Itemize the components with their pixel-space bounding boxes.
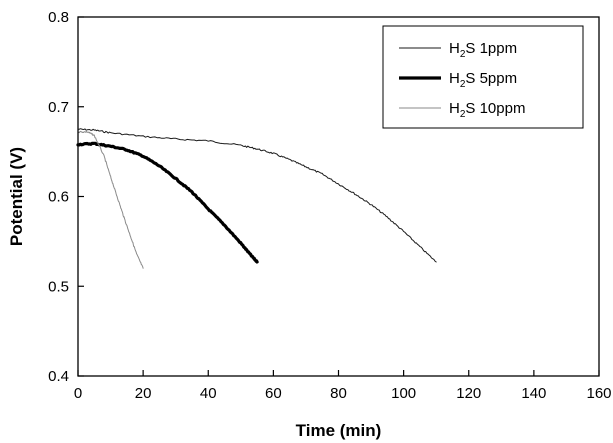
x-tick-label: 40	[200, 385, 217, 402]
x-axis-title: Time (min)	[296, 421, 382, 440]
series-line-2	[76, 141, 259, 264]
x-tick-label: 20	[135, 385, 152, 402]
x-tick-label: 80	[330, 385, 347, 402]
x-tick-label: 120	[456, 385, 481, 402]
y-tick-label: 0.4	[48, 368, 69, 385]
y-axis-title: Potential (V)	[7, 147, 26, 246]
series-layer	[76, 128, 437, 269]
x-tick-label: 100	[391, 385, 416, 402]
x-tick-label: 160	[586, 385, 611, 402]
y-tick-label: 0.7	[48, 99, 69, 116]
x-tick-label: 0	[74, 385, 82, 402]
y-tick-label: 0.8	[48, 9, 69, 26]
y-tick-label: 0.6	[48, 189, 69, 206]
x-tick-label: 60	[265, 385, 282, 402]
ticks-layer: 0 20 40 60 80 100 120 140 160 0.4 0.5 0.6 0.7 0.8	[48, 9, 611, 402]
legend-label-1: H2S 1ppm	[449, 40, 517, 60]
series-line-1	[77, 128, 437, 263]
x-tick-label: 140	[521, 385, 546, 402]
legend-label-3: H2S 10ppm	[449, 100, 525, 120]
legend-label-2: H2S 5ppm	[449, 70, 517, 90]
series-line-3	[77, 130, 144, 269]
y-tick-label: 0.5	[48, 278, 69, 295]
legend: H2S 1ppm H2S 5ppm H2S 10ppm	[382, 25, 584, 129]
